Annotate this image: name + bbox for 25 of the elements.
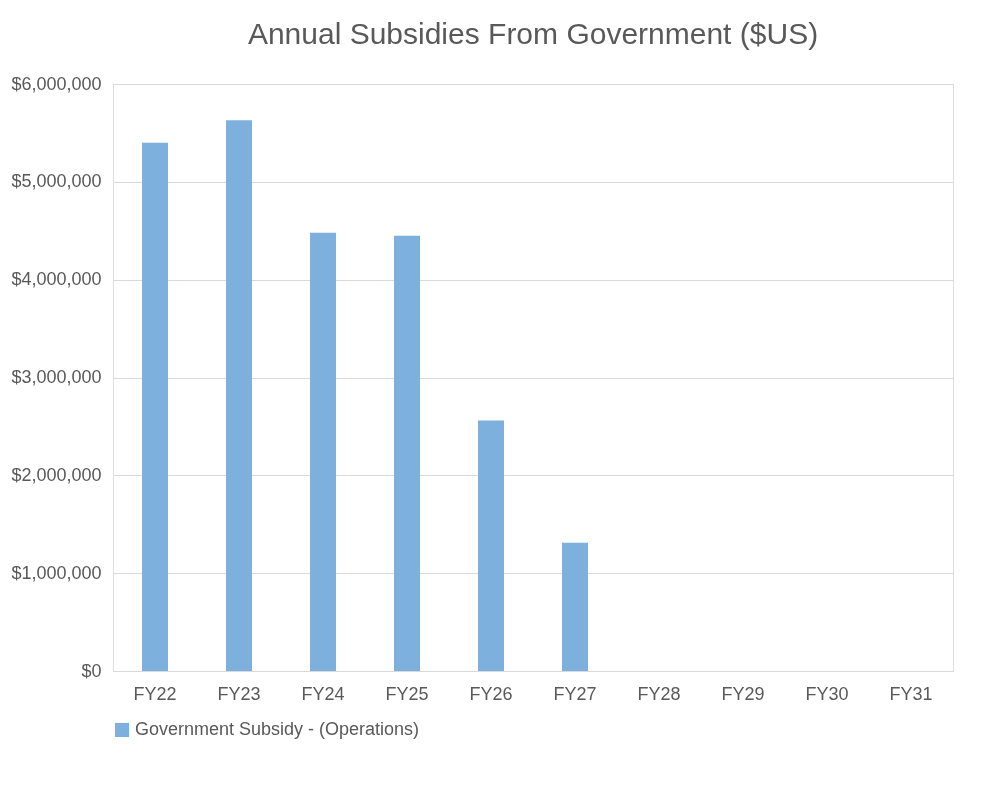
x-tick-label: FY27 — [553, 683, 597, 704]
x-tick-label: FY29 — [721, 683, 765, 704]
y-tick-label: $4,000,000 — [11, 269, 102, 290]
bar — [226, 120, 252, 671]
x-tick-label: FY22 — [133, 683, 177, 704]
x-tick-label: FY24 — [301, 683, 345, 704]
y-tick-label: $3,000,000 — [11, 367, 102, 387]
x-tick-label: FY28 — [637, 683, 681, 704]
y-tick-label: $0 — [81, 660, 102, 681]
bar — [562, 542, 588, 671]
x-tick-label: FY26 — [469, 683, 513, 704]
y-tick-label: $5,000,000 — [11, 171, 102, 192]
bar — [478, 420, 504, 671]
y-tick-label: $6,000,000 — [11, 73, 102, 94]
bar — [310, 232, 336, 671]
x-tick-label: FY23 — [217, 683, 261, 704]
bar — [394, 235, 420, 671]
x-tick-label: FY30 — [805, 683, 849, 704]
x-tick-label: FY31 — [889, 683, 933, 704]
chart-title: Annual Subsidies From Government ($US) — [247, 17, 819, 50]
y-tick-label: $2,000,000 — [11, 464, 102, 485]
legend-label: Government Subsidy - (Operations) — [135, 719, 420, 739]
x-tick-label: FY25 — [385, 683, 429, 704]
bar — [142, 142, 168, 671]
y-tick-label: $1,000,000 — [11, 562, 102, 583]
